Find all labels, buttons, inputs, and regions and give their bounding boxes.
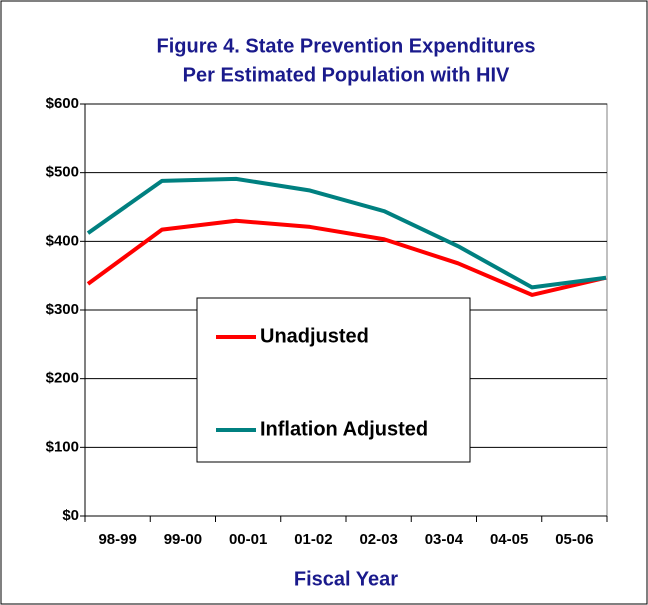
x-tick-label: 00-01 xyxy=(229,531,267,548)
legend xyxy=(196,297,471,463)
x-tick-label: 05-06 xyxy=(555,531,593,548)
x-tick-label: 99-00 xyxy=(164,531,202,548)
y-tick-label: $200 xyxy=(46,370,79,387)
x-tick-label: 03-04 xyxy=(425,531,464,548)
legend-label: Inflation Adjusted xyxy=(260,418,428,440)
y-tick-label: $300 xyxy=(46,301,79,318)
y-tick-label: $600 xyxy=(46,95,79,112)
x-axis-label: Fiscal Year xyxy=(294,568,398,590)
x-tick-label: 04-05 xyxy=(490,531,528,548)
x-tick-label: 02-03 xyxy=(359,531,397,548)
y-tick-label: $0 xyxy=(62,507,79,524)
y-tick-label: $400 xyxy=(46,232,79,249)
chart-title: Figure 4. State Prevention Expenditures xyxy=(157,35,536,57)
x-tick-label: 98-99 xyxy=(98,531,136,548)
x-tick-label: 01-02 xyxy=(294,531,332,548)
chart-title: Per Estimated Population with HIV xyxy=(183,64,510,86)
y-tick-label: $100 xyxy=(46,438,79,455)
series-line xyxy=(86,218,607,297)
series-line xyxy=(86,176,607,290)
y-tick-label: $500 xyxy=(46,164,79,181)
legend-label: Unadjusted xyxy=(260,325,369,347)
